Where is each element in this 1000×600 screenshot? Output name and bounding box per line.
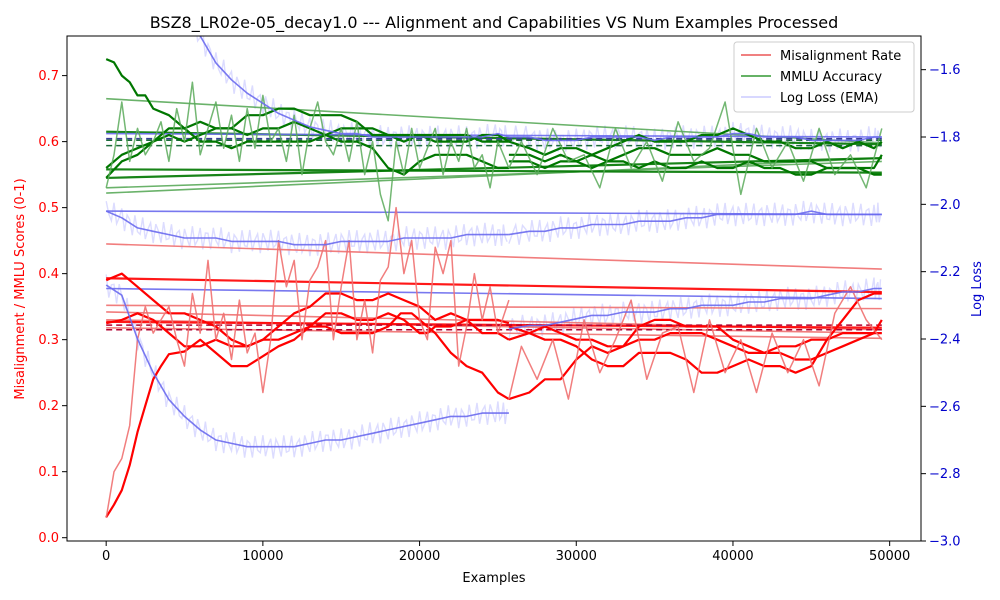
loss-smooth-series-16: [199, 36, 510, 138]
loss-smooth-series-21: [508, 287, 882, 330]
right-y-tick-label: −2.4: [929, 333, 961, 348]
right-y-tick-label: −1.6: [929, 63, 961, 78]
trend-line-misalignment_smooth_fit-5: [106, 277, 882, 294]
mmlu-smooth-series-8: [105, 58, 509, 143]
x-axis-label: Examples: [462, 571, 525, 586]
loss-raw-line-5: [508, 277, 882, 341]
misalignment-smooth-series-1: [105, 272, 510, 348]
left-y-tick-label: 0.4: [38, 267, 59, 282]
right-y-axis-ticks: −3.0 −2.8 −2.6 −2.4 −2.2 −2.0 −1.8 −1.6: [921, 63, 961, 550]
legend-box: [733, 41, 915, 113]
plot-area: [105, 36, 883, 519]
x-axis-ticks: 0 10000 20000 30000 40000 50000: [102, 541, 910, 564]
right-y-tick-label: −1.8: [929, 131, 961, 146]
loss-raw-line-2: [105, 274, 508, 459]
left-y-tick-label: 0.6: [38, 135, 59, 150]
chart-title: BSZ8_LR02e-05_decay1.0 --- Alignment and…: [150, 13, 839, 33]
legend-label-mmlu: MMLU Accuracy: [780, 70, 882, 85]
left-y-tick-label: 0.5: [38, 201, 59, 216]
trend-line-mmlu-8: [106, 160, 882, 189]
misalignment-raw-series-7: [508, 286, 883, 400]
legend-label-misalignment: Misalignment Rate: [780, 49, 901, 64]
plot-clip-group: [105, 36, 883, 519]
left-y-tick-label: 0.1: [38, 465, 59, 480]
misalignment-smooth-series-5: [508, 325, 882, 354]
x-tick-label: 10000: [242, 549, 283, 564]
right-y-tick-label: −3.0: [929, 535, 961, 550]
right-y-tick-label: −2.0: [929, 198, 961, 213]
mmlu-raw-series-15: [508, 101, 883, 196]
legend-label-log-loss: Log Loss (EMA): [780, 91, 878, 106]
left-y-tick-label: 0.7: [38, 69, 59, 84]
legend: Misalignment Rate MMLU Accuracy Log Loss…: [733, 41, 915, 113]
loss-raw-line-4: [508, 200, 882, 245]
right-y-tick-label: −2.6: [929, 400, 961, 415]
loss-smooth-series-19: [508, 132, 882, 142]
left-y-tick-label: 0.0: [38, 531, 59, 546]
misalignment-smooth-series-0: [105, 312, 510, 518]
left-y-axis-label: Misalignment / MMLU Scores (0-1): [13, 178, 28, 399]
x-tick-label: 0: [102, 549, 110, 564]
loss-smooth-series-20: [508, 210, 882, 236]
left-y-tick-label: 0.3: [38, 333, 59, 348]
right-y-tick-label: −2.8: [929, 467, 961, 482]
mmlu-raw-series-14: [105, 81, 510, 222]
trend-line-loss_fit-14: [106, 287, 882, 300]
x-tick-label: 40000: [712, 549, 753, 564]
trend-line-misalignment_smooth_fit-6: [106, 320, 882, 329]
mmlu-smooth-series-11: [508, 127, 883, 156]
left-y-tick-label: 0.2: [38, 399, 59, 414]
right-y-axis-label: Log Loss: [970, 261, 985, 317]
trend-line-misalignment-0: [106, 243, 882, 270]
left-y-axis-ticks: 0.0 0.1 0.2 0.3 0.4 0.5 0.6 0.7: [38, 69, 67, 546]
x-tick-label: 30000: [556, 549, 597, 564]
loss-smooth-series-18: [105, 284, 509, 448]
trend-line-mmlu_smooth_fit-12: [106, 168, 882, 174]
loss-raw-line-1: [105, 201, 508, 257]
loss-smooth-series-17: [105, 210, 509, 246]
plot-frame: [66, 35, 922, 542]
misalignment-raw-series-6: [105, 206, 510, 519]
x-tick-label: 20000: [399, 549, 440, 564]
x-tick-label: 50000: [869, 549, 910, 564]
loss-raw-line-0: [196, 36, 508, 149]
right-y-tick-label: −2.2: [929, 265, 961, 280]
